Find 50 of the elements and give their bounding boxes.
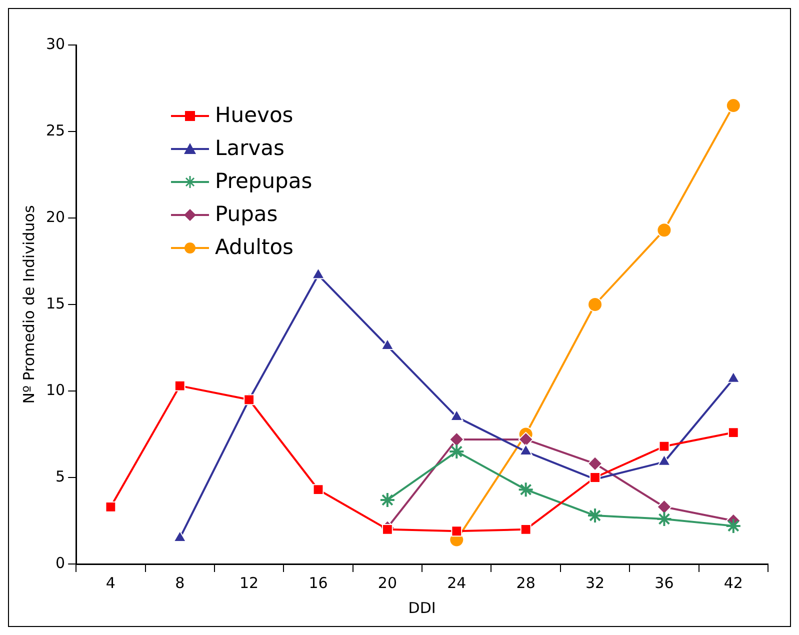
point — [105, 501, 116, 512]
point — [449, 432, 464, 447]
x-tick-label: 28 — [516, 574, 536, 592]
point — [382, 524, 393, 535]
x-tick-label: 12 — [240, 574, 259, 592]
point — [379, 492, 396, 508]
point — [656, 511, 672, 528]
point — [174, 380, 186, 392]
point — [518, 482, 534, 498]
point — [173, 530, 186, 542]
legend-label: Pupas — [215, 201, 278, 228]
legend-label: Adultos — [215, 234, 294, 261]
y-axis-title: Nº Promedio de Individuos — [20, 205, 38, 404]
x-tick-label: 36 — [654, 574, 674, 592]
x-tick-label: 24 — [447, 574, 466, 592]
point — [658, 440, 670, 452]
x-tick-label: 8 — [175, 574, 185, 592]
point — [588, 456, 603, 472]
point — [725, 518, 742, 534]
point — [520, 524, 532, 535]
point — [656, 499, 672, 514]
point — [518, 432, 534, 447]
x-tick-label: 20 — [378, 574, 397, 592]
y-tick-label: 25 — [46, 121, 66, 140]
point — [587, 508, 604, 524]
legend-label: Larvas — [215, 135, 284, 162]
y-tick-label: 15 — [46, 294, 66, 312]
point — [244, 394, 255, 406]
y-tick-label: 0 — [56, 554, 66, 572]
x-tick-label: 32 — [585, 574, 605, 592]
point — [312, 268, 325, 280]
y-tick-label: 20 — [46, 208, 66, 226]
x-axis-title: DDI — [408, 598, 436, 617]
y-tick-label: 10 — [46, 380, 66, 399]
point — [519, 444, 532, 456]
x-tick-label: 16 — [308, 574, 328, 592]
point — [588, 297, 603, 312]
point — [451, 526, 462, 537]
point — [726, 98, 741, 114]
y-tick-label: 5 — [56, 467, 66, 486]
point — [656, 222, 672, 238]
point — [380, 338, 394, 350]
point — [312, 484, 324, 496]
y-tick-label: 30 — [46, 34, 66, 53]
point — [448, 444, 465, 460]
legend-label: Huevos — [215, 102, 294, 129]
legend-label: Prepupas — [215, 168, 312, 195]
point — [728, 427, 739, 438]
x-tick-label: 4 — [106, 574, 116, 592]
x-tick-label: 42 — [724, 574, 743, 592]
